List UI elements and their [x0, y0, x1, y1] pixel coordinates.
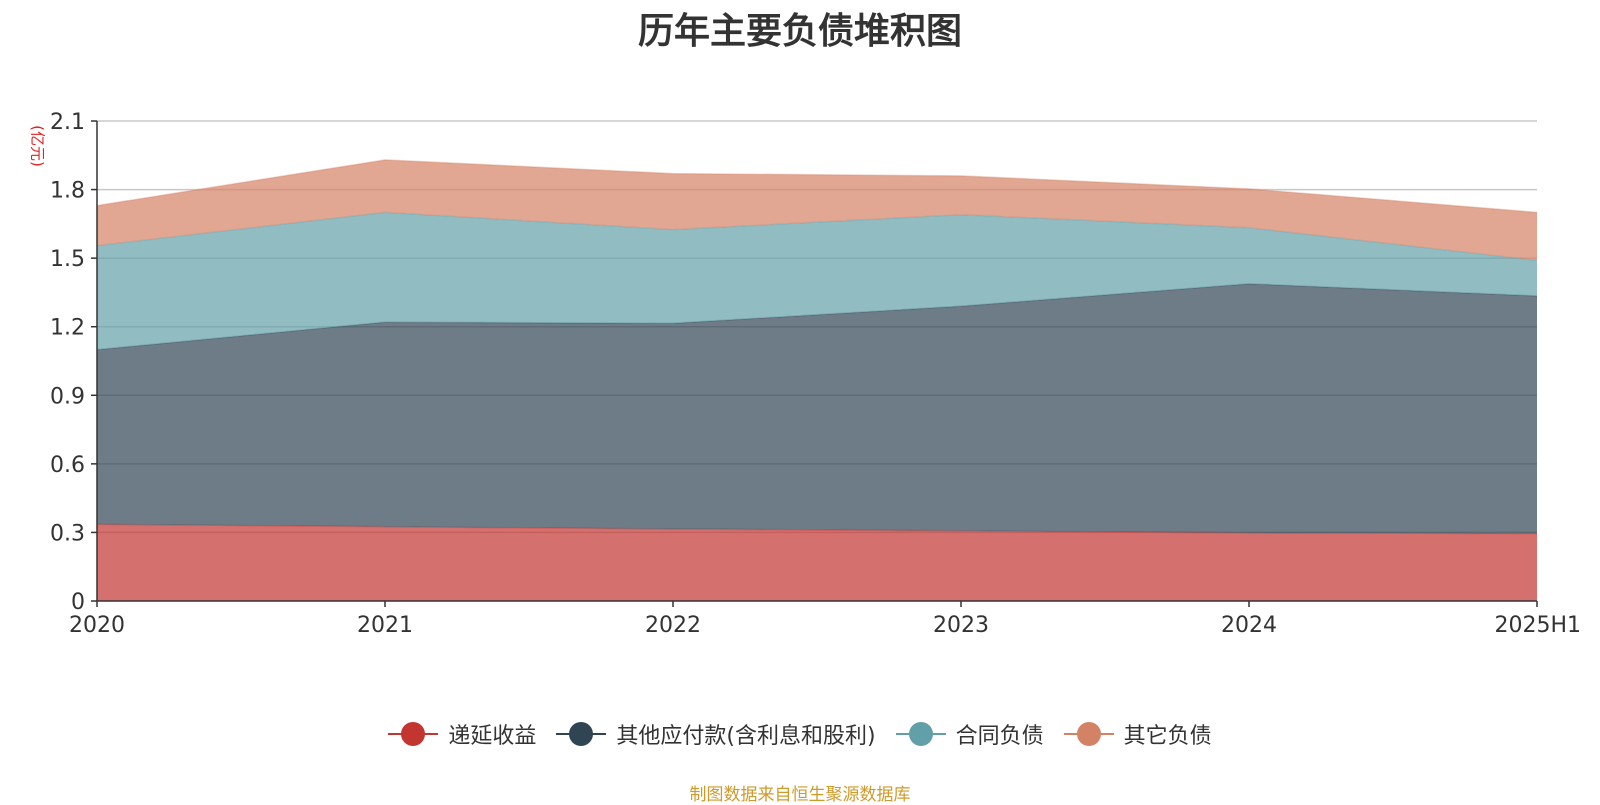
area-layer — [96, 159, 1538, 601]
axis-layer: 0 0.3 0.6 0.9 1.2 1.5 1.8 2.1 2020 2021 2022 2023 20… — [50, 110, 1581, 638]
x-tick-label: 2023 — [933, 613, 989, 638]
legend-marker-icon — [388, 721, 439, 747]
y-tick-label: 1.5 — [50, 247, 85, 272]
legend-label: 合同负债 — [955, 724, 1044, 749]
legend-marker-icon — [895, 721, 946, 747]
area-series-2 — [97, 283, 1537, 534]
legend-item-1[interactable]: 递延收益 — [388, 718, 536, 750]
y-tick-label: 0.3 — [50, 521, 85, 546]
legend-label: 递延收益 — [448, 724, 537, 749]
data-source-note: 制图数据来自恒生聚源数据库 — [689, 785, 911, 805]
legend-label: 其他应付款(含利息和股利) — [616, 724, 876, 749]
y-tick-label: 0.6 — [50, 453, 85, 478]
area-series-1 — [97, 524, 1537, 601]
area-series-4 — [97, 159, 1537, 261]
y-tick-label: 0.9 — [50, 384, 85, 409]
x-tick-label: 2024 — [1221, 613, 1277, 638]
x-tick-label: 2022 — [645, 613, 701, 638]
x-tick-label: 2020 — [69, 613, 125, 638]
legend-label: 其它负债 — [1123, 724, 1212, 749]
area-chart-plot: 0 0.3 0.6 0.9 1.2 1.5 1.8 2.1 2020 2021 2022 2023 20… — [50, 110, 1581, 638]
y-tick-label: 1.8 — [50, 179, 85, 204]
y-tick-label: 0 — [71, 590, 85, 615]
chart-title: 历年主要负债堆积图 — [637, 11, 962, 52]
series-line-4 — [96, 159, 1538, 214]
legend-item-3[interactable]: 合同负债 — [895, 718, 1044, 750]
legend: 递延收益 其他应付款(含利息和股利) 合同负债 其它负债 — [0, 718, 1600, 750]
y-tick-label: 1.2 — [50, 316, 85, 341]
x-tick-label: 2025H1 — [1494, 613, 1581, 638]
y-tick-label: 2.1 — [50, 110, 85, 135]
legend-item-4[interactable]: 其它负债 — [1063, 718, 1212, 750]
legend-marker-icon — [1063, 721, 1114, 747]
legend-item-2[interactable]: 其他应付款(含利息和股利) — [556, 718, 876, 750]
x-tick-label: 2021 — [357, 613, 413, 638]
legend-marker-icon — [556, 721, 607, 747]
area-series-3 — [97, 212, 1537, 350]
